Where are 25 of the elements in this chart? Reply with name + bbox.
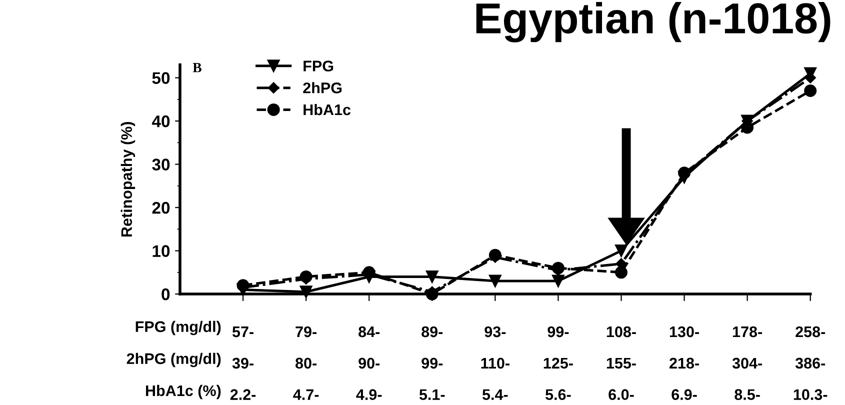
y-tick-label: 30 xyxy=(152,158,170,171)
category-label: 79- 80- 4.7- xyxy=(293,326,319,400)
category-label: 99- 125- 5.6- xyxy=(544,326,573,400)
text: 2hPG (mg/dl) xyxy=(126,352,221,368)
category-label: 130- 218- 6.9- xyxy=(670,326,699,400)
category-label: 108- 155- 6.0- xyxy=(606,326,636,400)
category-label: 57- 39- 2.2- xyxy=(230,326,256,400)
category-label: 89- 99- 5.1- xyxy=(419,326,445,400)
y-tick-label: 10 xyxy=(152,245,170,257)
category-label: 178- 304- 8.5- xyxy=(732,326,762,400)
text: HbA1c (%) xyxy=(146,384,221,400)
text: FPG (mg/dl) xyxy=(136,320,221,336)
legend-label: FPG xyxy=(304,60,334,72)
y-tick-label: 0 xyxy=(162,288,170,300)
y-tick-label: 20 xyxy=(152,202,170,214)
legend-label: HbA1c xyxy=(304,104,351,116)
chart-title: Egyptian (n-1018) xyxy=(476,2,830,42)
category-label: 258- 386- 10.3- xyxy=(794,326,828,400)
y-axis-title: Retinopathy (%) xyxy=(120,122,136,237)
category-label: 84- 90- 4.9- xyxy=(356,326,382,400)
legend-label: 2hPG xyxy=(303,82,342,94)
category-label: 93- 110- 5.4- xyxy=(481,326,510,400)
y-tick-label: 40 xyxy=(152,115,170,128)
y-tick-label: 50 xyxy=(152,72,170,84)
annotation: B xyxy=(192,63,202,72)
